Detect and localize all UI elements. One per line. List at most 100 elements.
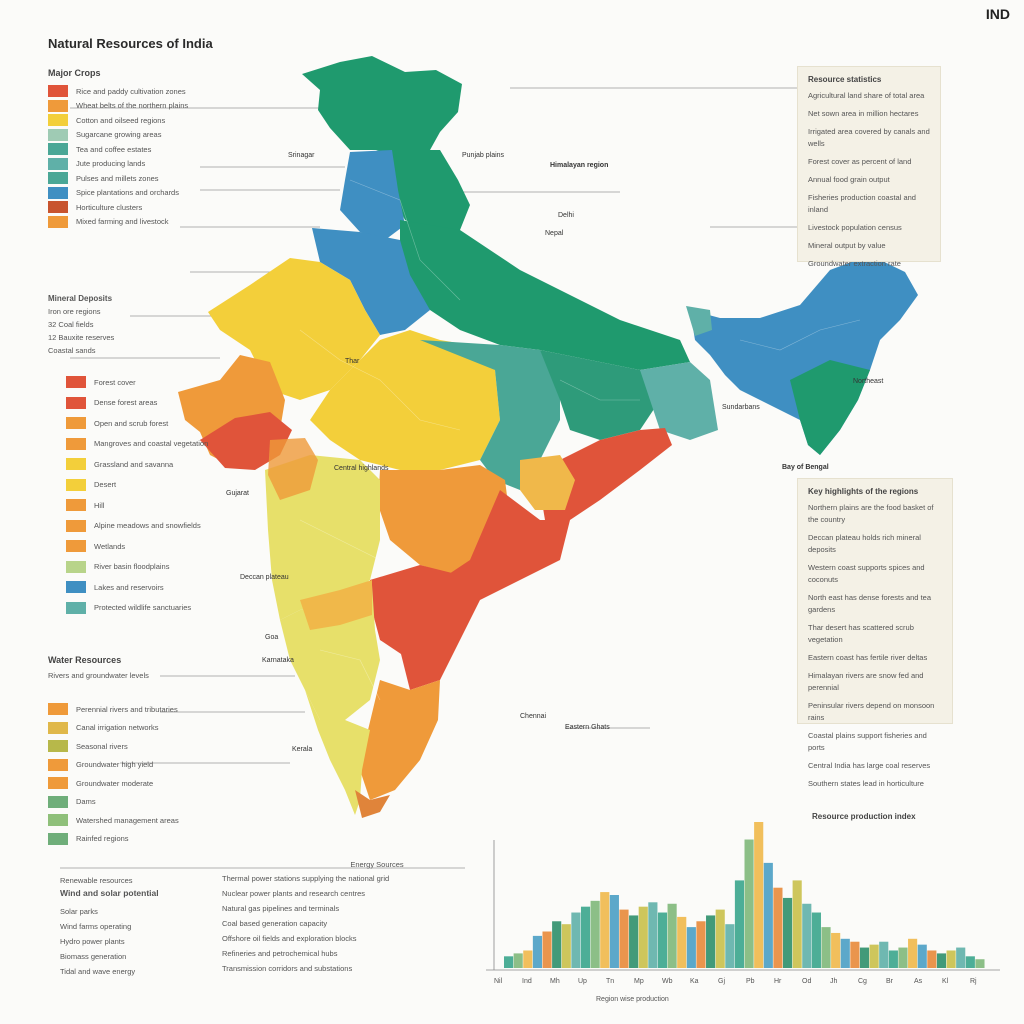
region-gangetic: [400, 220, 690, 370]
region-kerala: [305, 690, 370, 815]
region-mp: [310, 330, 500, 470]
chart-x-tick: Gj: [718, 978, 725, 985]
map-label-delhi: Delhi: [558, 212, 574, 219]
legend-label: River basin floodplains: [94, 562, 170, 572]
legend-water-item: Rainfed regions: [48, 830, 218, 849]
legend-swatch: [48, 795, 68, 808]
chart-x-tick: Hr: [774, 978, 782, 985]
chart-x-tick: Rj: [970, 978, 977, 985]
legend-crop-item: Mixed farming and livestock: [48, 215, 218, 230]
legend-swatch: [48, 186, 68, 199]
legend-swatch: [66, 540, 86, 553]
chart-xlabel: Region wise production: [596, 996, 669, 1003]
region-northeast-green: [790, 360, 870, 455]
legend-swatch: [48, 740, 68, 753]
legend-swatch: [48, 128, 68, 141]
legend-label: Desert: [94, 480, 117, 490]
stat-line: Net sown area in million hectares: [808, 109, 919, 118]
legend-cover-item: Mangroves and coastal vegetation: [66, 434, 236, 455]
region-karnataka-orange: [300, 580, 372, 630]
legend-cover-item: Forest cover: [66, 372, 236, 393]
legend-swatch: [66, 478, 86, 491]
legend-label: Hill: [94, 500, 105, 510]
legend-swatch: [66, 560, 86, 573]
legend-cover-item: Lakes and reservoirs: [66, 577, 236, 598]
legend-crop-item: Spice plantations and orchards: [48, 186, 218, 201]
legend-swatch: [48, 758, 68, 771]
legend-label: Lakes and reservoirs: [94, 582, 164, 592]
legend-swatch: [66, 396, 86, 409]
legend-water-header: Water Resources: [48, 655, 122, 665]
chart-x-tick: As: [914, 978, 923, 985]
legend-crop-item: Sugarcane growing areas: [48, 128, 218, 143]
map-label-coast: Eastern Ghats: [565, 724, 610, 731]
legend-crop-item: Rice and paddy cultivation zones: [48, 84, 218, 99]
map-label-goa: Goa: [265, 634, 279, 641]
legend-swatch: [48, 215, 68, 228]
legend-label: Watershed management areas: [76, 815, 179, 825]
energy-header: Energy Sources: [350, 860, 404, 869]
legend-cover-item: River basin floodplains: [66, 557, 236, 578]
map-label-maharashtra: Deccan plateau: [240, 574, 289, 581]
chart-x-tick: Ka: [690, 978, 699, 985]
chart-x-tick: Kl: [942, 978, 949, 985]
legend-cover-item: Hill: [66, 495, 236, 516]
legend-label: Jute producing lands: [76, 159, 146, 169]
chart-x-tick: Od: [802, 978, 812, 985]
map-label-punjab: Punjab plains: [462, 152, 505, 159]
legend-label: Dense forest areas: [94, 398, 158, 408]
chart-x-tick: Mp: [634, 978, 644, 985]
legend-swatch: [66, 499, 86, 512]
chart-x-tick: Up: [578, 978, 587, 985]
region-yellow-patch: [520, 455, 575, 510]
map-label-chennai: Chennai: [520, 713, 547, 720]
chart-x-tick: Tn: [606, 978, 615, 985]
legend-swatch: [48, 172, 68, 185]
highlight-line: Western coast supports spices and coconu…: [808, 563, 925, 584]
highlight-line: Deccan plateau holds rich mineral deposi…: [808, 533, 921, 554]
legend-crop-item: Cotton and oilseed regions: [48, 113, 218, 128]
highlight-line: Himalayan rivers are snow fed and perenn…: [808, 671, 924, 692]
map-label-kerala: Kerala: [292, 746, 313, 753]
highlight-line: North east has dense forests and tea gar…: [808, 593, 931, 614]
legend-major-crops: Major Crops Rice and paddy cultivation z…: [48, 68, 218, 229]
energy-line: Transmission corridors and substations: [222, 964, 353, 973]
legend-cover-item: Desert: [66, 475, 236, 496]
region-northeast: [690, 255, 918, 455]
region-chhattisgarh: [420, 340, 560, 490]
renewables-header: Renewable resources: [60, 876, 133, 885]
legend-water: Water Resources Rivers and groundwater l…: [48, 655, 218, 848]
legend-swatch: [66, 601, 86, 614]
chart-x-tick: Cg: [858, 978, 867, 985]
region-maharashtra: [265, 455, 380, 620]
map-label-kashmir: Srinagar: [288, 152, 315, 159]
renewable-line: Wind farms operating: [60, 922, 132, 931]
mineral-line: 32 Coal fields: [48, 320, 94, 329]
legend-label: Alpine meadows and snowfields: [94, 521, 201, 531]
legend-header: Major Crops: [48, 68, 101, 78]
legend-water-subheader: Rivers and groundwater levels: [48, 671, 149, 680]
legend-label: Wheat belts of the northern plains: [76, 101, 189, 111]
legend-crop-item: Wheat belts of the northern plains: [48, 99, 218, 114]
stat-line: Irrigated area covered by canals and wel…: [808, 127, 930, 148]
mineral-line: Iron ore regions: [48, 307, 101, 316]
legend-swatch: [48, 114, 68, 127]
energy-line: Coal based generation capacity: [222, 919, 328, 928]
legend-label: Tea and coffee estates: [76, 144, 152, 154]
region-kutch-red: [200, 412, 292, 470]
map-label-northeast: Northeast: [853, 378, 884, 385]
legend-swatch: [48, 201, 68, 214]
legend-label: Rice and paddy cultivation zones: [76, 86, 186, 96]
legend-label: Pulses and millets zones: [76, 173, 159, 183]
region-south-tip: [355, 790, 390, 818]
map-label-nepal: Nepal: [545, 230, 564, 237]
region-north: [302, 56, 462, 158]
highlight-line: Peninsular rivers depend on monsoon rain…: [808, 701, 935, 722]
map-label-mp: Central highlands: [334, 465, 389, 472]
legend-label: Mangroves and coastal vegetation: [94, 439, 209, 449]
chart-x-tick: Pb: [746, 978, 755, 985]
legend-label: Perennial rivers and tributaries: [76, 704, 178, 714]
map-label-rajasthan: Thar: [345, 358, 360, 365]
legend-label: Grassland and savanna: [94, 459, 174, 469]
energy-line: Natural gas pipelines and terminals: [222, 904, 340, 913]
